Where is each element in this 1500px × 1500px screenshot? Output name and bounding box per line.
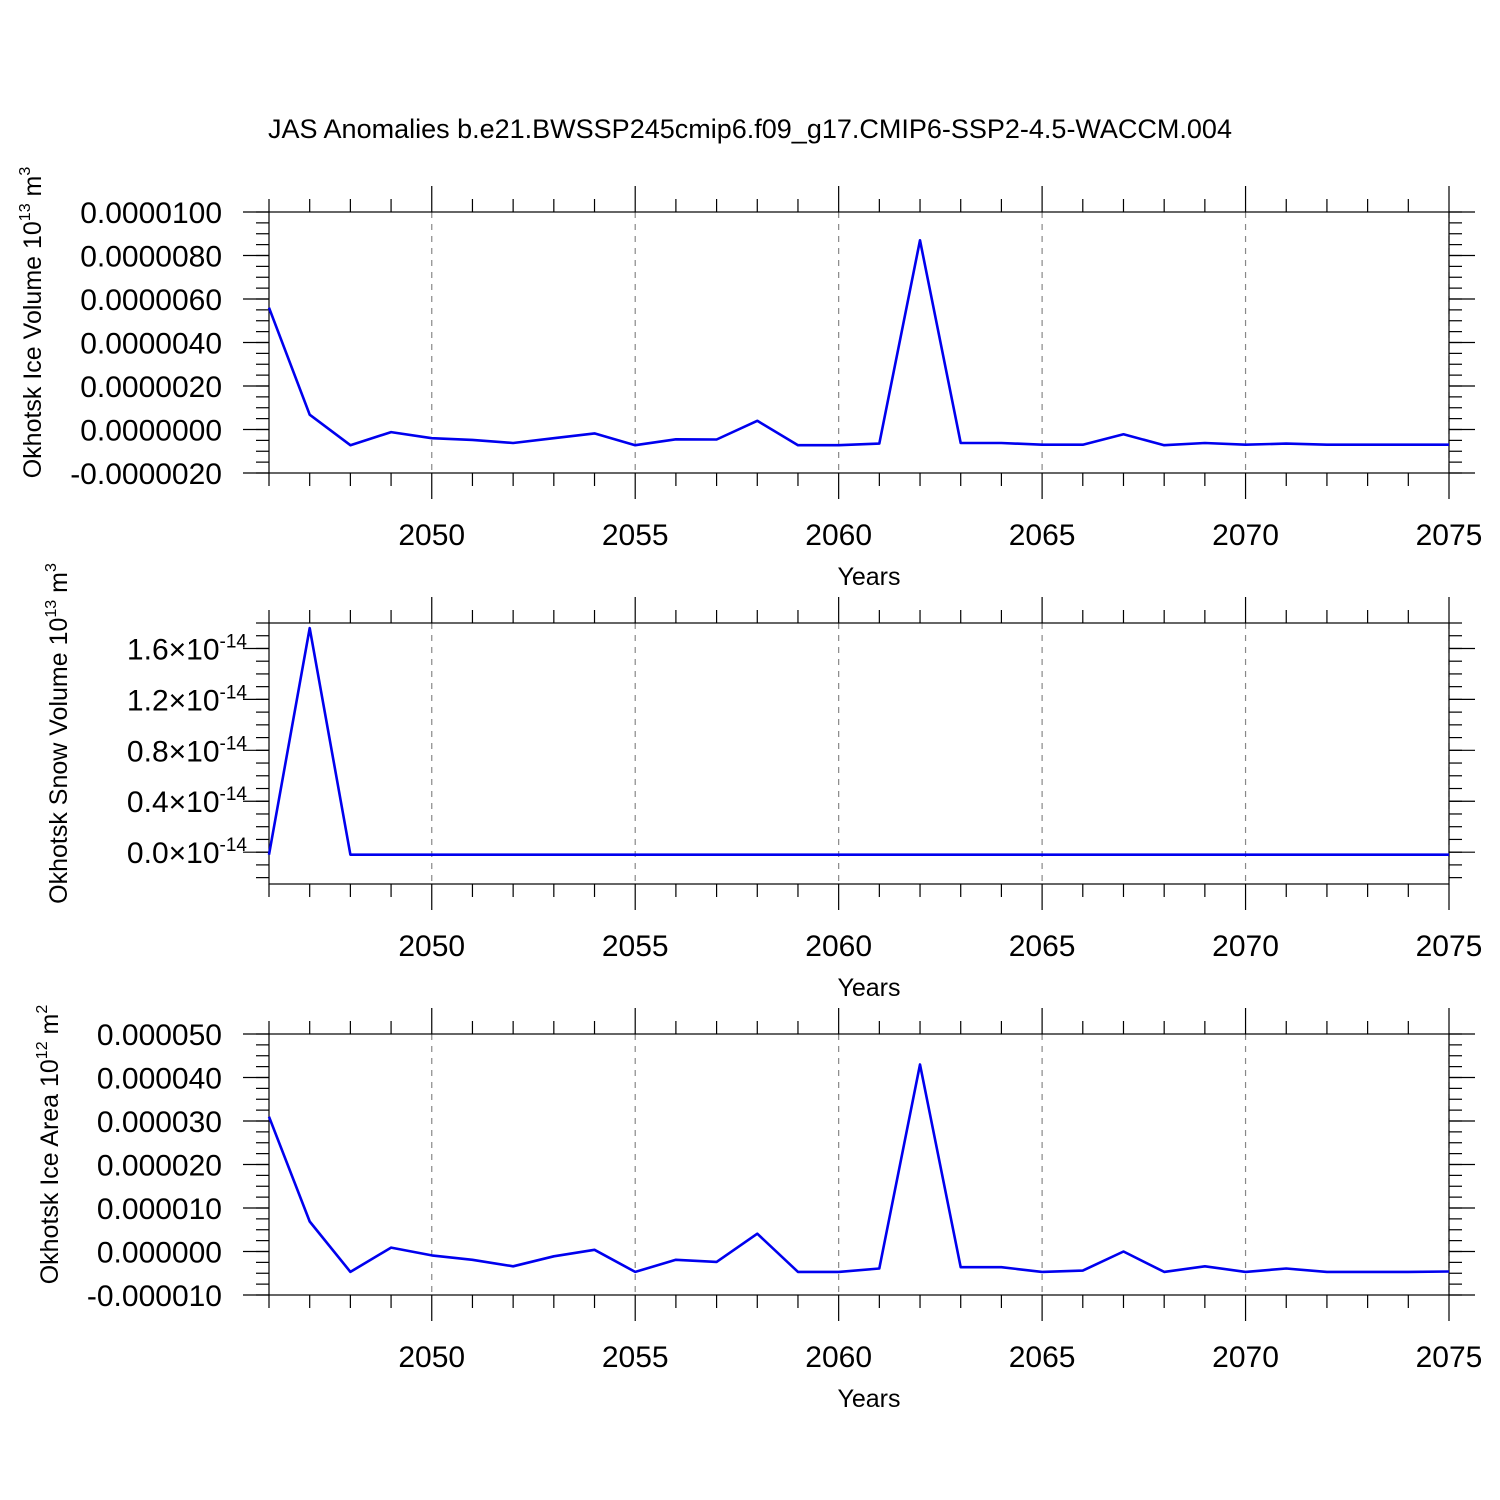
x-tick-label: 2055 (602, 1341, 669, 1374)
y-tick-label: 0.000000 (97, 1237, 222, 1270)
y-tick-label: -0.0000020 (70, 458, 222, 491)
x-tick-label: 2065 (1009, 930, 1076, 963)
y-tick-label: 0.0000040 (80, 328, 222, 361)
x-tick-label: 2075 (1416, 1341, 1483, 1374)
y-tick-label: 0.0000000 (80, 415, 222, 448)
x-tick-label: 2060 (805, 1341, 872, 1374)
y-tick-label: 0.0000060 (80, 284, 222, 317)
x-tick-label: 2055 (602, 519, 669, 552)
x-tick-label: 2070 (1212, 930, 1279, 963)
panels: 2050 2055 2060 2065 2070 2075 Years 0.0000100 0.… (17, 167, 1482, 1413)
x-tick-label: 2060 (805, 519, 872, 552)
y-tick-label: 0.000050 (97, 1019, 222, 1052)
y-tick-label: 0.000040 (97, 1063, 222, 1096)
series-line (267, 626, 1449, 857)
x-tick-label: 2070 (1212, 519, 1279, 552)
y-tick-label: 0.0000080 (80, 241, 222, 274)
y-tick-label: 0.0000020 (80, 371, 222, 404)
chart-panel-2: 2050 2055 2060 2065 2070 2075 Years 1.6×10-14 1.… (43, 563, 1482, 1002)
figure-title: JAS Anomalies b.e21.BWSSP245cmip6.f09_g1… (268, 114, 1232, 144)
y-tick-label: -0.000010 (87, 1280, 222, 1313)
x-tick-label: 2050 (398, 519, 465, 552)
x-tick-label: 2055 (602, 930, 669, 963)
x-tick-label: 2050 (398, 1341, 465, 1374)
y-tick-label: 0.000030 (97, 1106, 222, 1139)
y-tick-label: 1.6×10-14 (127, 631, 248, 666)
x-tick-label: 2065 (1009, 1341, 1076, 1374)
y-axis-label: Okhotsk Ice Area 1012 m2 (34, 1005, 64, 1285)
y-tick-label: 1.2×10-14 (127, 682, 248, 717)
series-line (267, 1063, 1450, 1274)
x-tick-label: 2070 (1212, 1341, 1279, 1374)
x-tick-label: 2050 (398, 930, 465, 963)
y-axis-label: Okhotsk Ice Volume 1013 m3 (17, 167, 47, 479)
y-tick-label: 0.0000100 (80, 197, 222, 230)
x-axis-label: Years (837, 1385, 900, 1413)
y-tick-label: 0.000020 (97, 1150, 222, 1183)
x-tick-label: 2075 (1416, 930, 1483, 963)
y-tick-label: 0.8×10-14 (127, 733, 248, 768)
y-axis-label: Okhotsk Snow Volume 1013 m3 (43, 563, 73, 904)
x-axis-label: Years (837, 974, 900, 1002)
y-tick-label: 0.4×10-14 (127, 784, 248, 819)
plot-frame (268, 622, 1450, 885)
x-tick-label: 2075 (1416, 519, 1483, 552)
series-line (267, 239, 1449, 447)
y-tick-label: 0.000010 (97, 1193, 222, 1226)
x-tick-label: 2060 (805, 930, 872, 963)
x-axis-label: Years (837, 563, 900, 591)
chart-panel-1: 2050 2055 2060 2065 2070 2075 Years 0.0000100 0.… (17, 167, 1482, 591)
chart-panel-3: 2050 2055 2060 2065 2070 2075 Years 0.000050 0.0… (34, 1005, 1482, 1413)
x-tick-label: 2065 (1009, 519, 1076, 552)
y-tick-label: 0.0×10-14 (127, 835, 248, 870)
